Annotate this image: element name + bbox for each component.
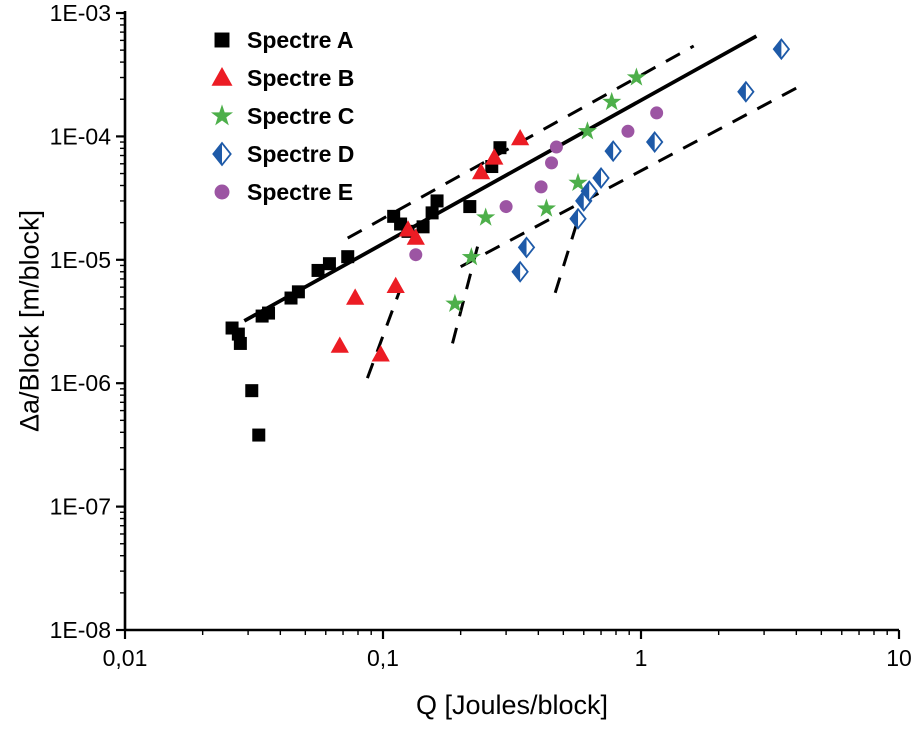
series-spectre-d: [511, 38, 791, 283]
marker-star: [536, 198, 557, 217]
legend-item-spectre-c: Spectre C: [210, 103, 354, 129]
marker-half-diamond: [580, 180, 598, 203]
series-spectre-b: [330, 128, 530, 362]
marker-half-diamond: [569, 207, 587, 230]
marker-star: [568, 172, 588, 192]
marker-triangle: [511, 128, 530, 146]
y-axis-title: Δa/Block [m/block]: [14, 209, 45, 433]
fit-line-lower-envelope: [459, 83, 803, 269]
axis-ticks: [116, 11, 901, 639]
x-tick-label: 1: [635, 645, 648, 671]
marker-square: [233, 336, 247, 350]
marker-half-diamond: [604, 140, 622, 163]
marker-circle: [650, 106, 664, 120]
axes-frame: [123, 11, 899, 632]
marker-circle: [534, 180, 548, 194]
legend-item-spectre-a: Spectre A: [214, 27, 354, 53]
marker-circle: [549, 140, 563, 154]
marker-star: [445, 293, 465, 312]
marker-square: [262, 306, 276, 320]
marker-square: [425, 206, 439, 220]
marker-circle: [545, 156, 559, 170]
y-tick-label: 1E-08: [50, 617, 111, 643]
marker-half-diamond: [592, 167, 610, 190]
marker-triangle: [346, 288, 365, 305]
y-tick-label: 1E-06: [50, 370, 111, 396]
legend: Spectre A Spectre B Spectre C Spectre D Spec…: [210, 27, 354, 205]
marker-half-diamond: [212, 141, 232, 167]
y-tick-label: 1E-04: [50, 123, 112, 149]
y-tick-label: 1E-05: [50, 247, 111, 273]
marker-triangle: [406, 228, 425, 245]
marker-triangle: [398, 220, 418, 237]
y-tick-label: 1E-07: [50, 494, 111, 520]
y-tick-label: 1E-03: [50, 0, 111, 26]
marker-square: [311, 263, 325, 277]
marker-half-diamond: [517, 236, 536, 259]
marker-star: [626, 67, 647, 86]
marker-circle: [214, 184, 230, 200]
marker-star: [476, 207, 496, 226]
axis-tick-labels: 0,01 0,1 1 10 1E-03 1E-04 1E-05 1E-06 1E-07 1E-08: [50, 0, 912, 671]
fit-line-branch-spectre-b: [365, 290, 402, 379]
marker-square: [493, 141, 507, 155]
marker-triangle: [386, 276, 405, 294]
marker-half-diamond: [772, 38, 791, 61]
legend-item-spectre-b: Spectre B: [211, 65, 354, 91]
marker-square: [341, 250, 355, 264]
series-spectre-c: [445, 67, 647, 312]
legend-item-spectre-e: Spectre E: [214, 179, 353, 205]
legend-label: Spectre C: [247, 103, 354, 129]
marker-square: [322, 257, 336, 271]
marker-half-diamond: [511, 260, 529, 283]
series-spectre-e: [409, 106, 664, 262]
x-tick-label: 10: [886, 645, 912, 671]
marker-triangle: [471, 162, 491, 180]
marker-star: [461, 247, 481, 266]
legend-label: Spectre D: [247, 141, 354, 167]
marker-circle: [409, 248, 423, 262]
x-axis-title: Q [Joules/block]: [415, 690, 609, 720]
fit-line-main-trend: [243, 34, 758, 323]
legend-label: Spectre E: [247, 179, 353, 205]
marker-square: [416, 220, 430, 234]
marker-star: [577, 121, 598, 140]
legend-label: Spectre B: [247, 65, 354, 91]
marker-star: [210, 104, 234, 126]
legend-item-spectre-d: Spectre D: [212, 141, 354, 167]
marker-half-diamond: [645, 131, 664, 154]
marker-square: [463, 200, 477, 214]
marker-square: [214, 32, 230, 48]
marker-half-diamond: [737, 80, 755, 103]
marker-square: [430, 194, 444, 208]
marker-triangle: [211, 66, 233, 86]
x-tick-label: 0,1: [367, 645, 399, 671]
marker-star: [602, 91, 622, 111]
marker-circle: [621, 124, 635, 138]
legend-label: Spectre A: [247, 27, 354, 53]
marker-triangle: [371, 345, 390, 362]
marker-square: [252, 428, 266, 442]
marker-circle: [499, 200, 513, 214]
marker-triangle: [330, 336, 349, 353]
marker-square: [245, 384, 259, 398]
x-tick-label: 0,01: [103, 645, 148, 671]
marker-triangle: [485, 148, 504, 165]
marker-square: [291, 285, 305, 299]
